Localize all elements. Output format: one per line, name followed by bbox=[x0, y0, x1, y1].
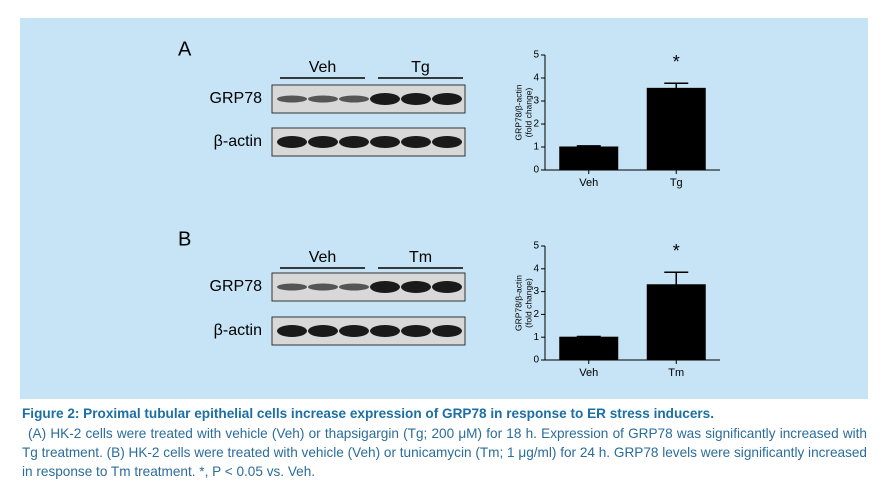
x-tick-label: Veh bbox=[579, 367, 598, 379]
row-label: β-actin bbox=[214, 322, 262, 339]
row-label: GRP78 bbox=[210, 278, 263, 295]
significance-mark: * bbox=[673, 241, 680, 261]
y-tick-label: 5 bbox=[533, 50, 539, 61]
panel-letter: A bbox=[178, 38, 192, 60]
y-tick-label: 3 bbox=[533, 96, 539, 107]
y-tick-label: 3 bbox=[533, 286, 539, 297]
y-tick-label: 5 bbox=[533, 241, 539, 252]
blot-band bbox=[339, 95, 369, 103]
significance-mark: * bbox=[673, 52, 680, 72]
blot-band bbox=[339, 283, 369, 291]
blot-band bbox=[277, 325, 307, 337]
blot-band bbox=[432, 93, 462, 105]
bar bbox=[646, 87, 706, 171]
panel-letter: B bbox=[178, 228, 191, 250]
blot-band bbox=[401, 136, 431, 148]
blot-band bbox=[432, 281, 462, 293]
blot-band bbox=[401, 93, 431, 105]
blot-band bbox=[308, 325, 338, 337]
blot-band bbox=[308, 136, 338, 148]
blot-band bbox=[339, 325, 369, 337]
blot-band bbox=[308, 283, 338, 291]
y-axis-title-line: GRP78/β-actin bbox=[513, 84, 523, 140]
caption-body: (A) HK-2 cells were treated with vehicle… bbox=[22, 426, 867, 479]
blot-band bbox=[370, 136, 400, 148]
blot-band bbox=[401, 325, 431, 337]
blot-band bbox=[370, 281, 400, 293]
group-label: Veh bbox=[309, 59, 337, 76]
y-axis-title: GRP78/β-actin (fold change) bbox=[513, 84, 533, 140]
x-tick-label: Tg bbox=[670, 177, 683, 189]
blot-band bbox=[277, 95, 307, 103]
blot-band bbox=[370, 325, 400, 337]
y-axis-title-line: GRP78/β-actin bbox=[513, 275, 523, 331]
row-label: GRP78 bbox=[210, 90, 263, 107]
y-tick-label: 0 bbox=[533, 165, 539, 176]
caption-title: Figure 2: Proximal tubular epithelial ce… bbox=[22, 406, 715, 421]
blot-band bbox=[432, 325, 462, 337]
blot-band bbox=[339, 136, 369, 148]
y-tick-label: 1 bbox=[533, 332, 539, 343]
y-axis-title-line: (fold change) bbox=[523, 88, 533, 138]
y-tick-label: 1 bbox=[533, 142, 539, 153]
group-label: Veh bbox=[309, 249, 337, 266]
y-tick-label: 2 bbox=[533, 309, 539, 320]
blot-band bbox=[308, 95, 338, 103]
blot-band bbox=[401, 281, 431, 293]
blot-band bbox=[277, 283, 307, 291]
y-tick-label: 0 bbox=[533, 355, 539, 366]
y-tick-label: 4 bbox=[533, 263, 539, 274]
figure: A Veh Tg GRP78 β-actin B Veh Tm GRP78 β-actin 0 1 2 3… bbox=[20, 18, 868, 399]
group-label: Tm bbox=[409, 249, 432, 266]
bar bbox=[559, 336, 619, 361]
y-axis-title: GRP78/β-actin (fold change) bbox=[513, 275, 533, 331]
blot-band bbox=[432, 136, 462, 148]
row-label: β-actin bbox=[214, 133, 262, 150]
y-tick-label: 4 bbox=[533, 73, 539, 84]
x-tick-label: Veh bbox=[579, 177, 598, 189]
bar bbox=[559, 146, 619, 171]
blot-band bbox=[277, 136, 307, 148]
y-tick-label: 2 bbox=[533, 119, 539, 130]
x-tick-label: Tm bbox=[668, 367, 684, 379]
group-label: Tg bbox=[411, 59, 430, 76]
y-axis-title-line: (fold change) bbox=[523, 278, 533, 328]
bar bbox=[646, 284, 706, 361]
blot-band bbox=[370, 93, 400, 105]
